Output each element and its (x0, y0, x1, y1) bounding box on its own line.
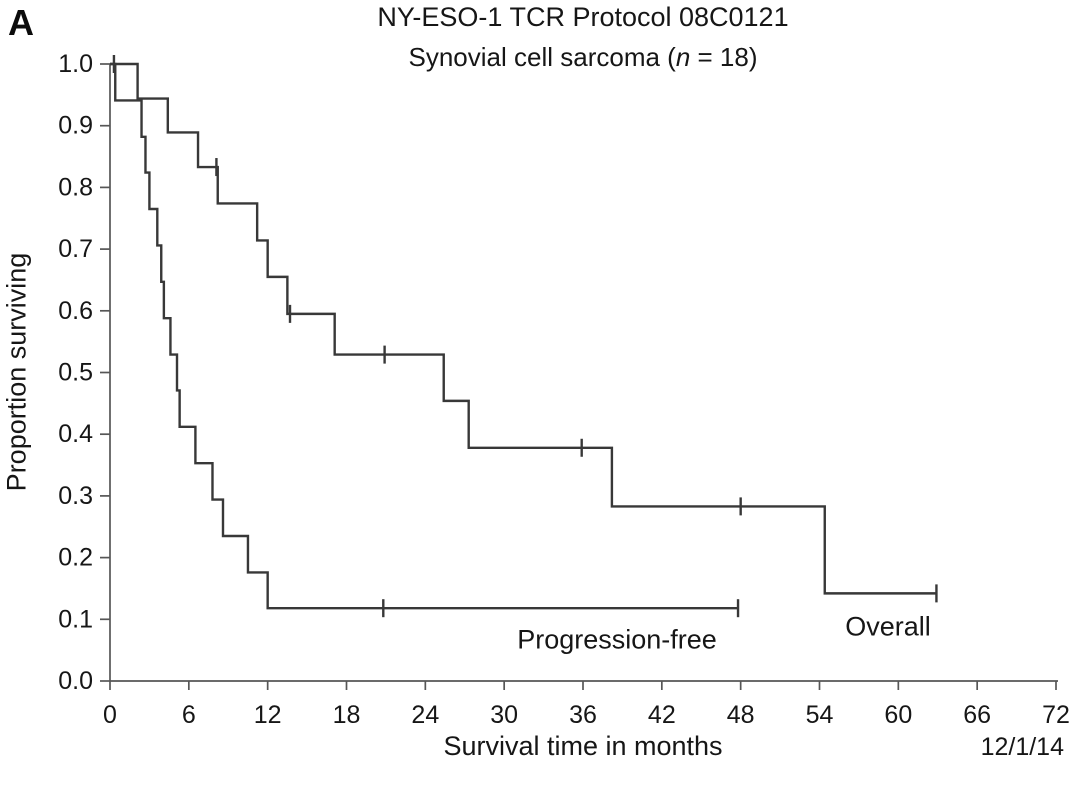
y-tick-label: 0.2 (58, 544, 93, 572)
x-axis-title: Survival time in months (443, 731, 723, 761)
y-tick-label: 0.4 (58, 420, 93, 448)
chart-subtitle-n: n (675, 42, 691, 72)
x-tick-label: 42 (648, 701, 676, 729)
x-tick-label: 36 (569, 701, 597, 729)
x-tick-label: 66 (963, 701, 991, 729)
chart-title: NY-ESO-1 TCR Protocol 08C0121 (377, 2, 789, 32)
x-tick-label: 72 (1042, 701, 1070, 729)
overall-curve (110, 62, 937, 595)
progression-free-curve (110, 62, 739, 610)
x-tick-label: 60 (884, 701, 912, 729)
x-tick-label: 18 (333, 701, 361, 729)
y-tick-label: 0.3 (58, 482, 93, 510)
x-tick-label: 12 (254, 701, 282, 729)
x-tick-label: 48 (727, 701, 755, 729)
x-tick-label: 54 (806, 701, 834, 729)
chart-subtitle-suffix: = 18) (690, 42, 758, 72)
x-tick-label: 6 (182, 701, 196, 729)
curve-label-overall: Overall (845, 611, 931, 642)
panel-letter: A (8, 2, 34, 43)
y-tick-label: 0.9 (58, 112, 93, 140)
y-tick-label: 0.0 (58, 667, 93, 695)
x-tick-label: 24 (411, 701, 439, 729)
analysis-date: 12/1/14 (980, 733, 1064, 761)
x-tick-label: 0 (103, 701, 117, 729)
y-tick-label: 0.5 (58, 359, 93, 387)
chart-subtitle-prefix: Synovial cell sarcoma ( (408, 42, 676, 72)
curve-label-progression-free: Progression-free (517, 624, 717, 655)
chart-subtitle: Synovial cell sarcoma (n = 18) (110, 42, 1056, 73)
y-tick-label: 0.8 (58, 173, 93, 201)
x-tick-label: 30 (490, 701, 518, 729)
y-tick-label: 0.6 (58, 297, 93, 325)
y-tick-label: 0.1 (58, 605, 93, 633)
y-tick-label: 0.7 (58, 235, 93, 263)
y-tick-label: 1.0 (58, 50, 93, 78)
